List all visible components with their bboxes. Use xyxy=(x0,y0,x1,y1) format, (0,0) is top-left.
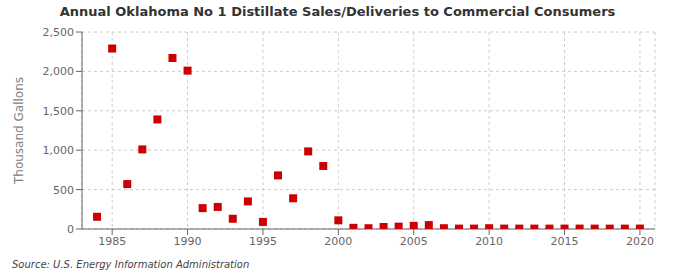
svg-text:2,500: 2,500 xyxy=(43,26,75,39)
svg-text:2015: 2015 xyxy=(551,235,579,248)
svg-text:Thousand Gallons: Thousand Gallons xyxy=(12,77,26,185)
svg-text:1,500: 1,500 xyxy=(43,105,75,118)
svg-text:1990: 1990 xyxy=(174,235,202,248)
svg-text:2000: 2000 xyxy=(324,235,352,248)
svg-text:2005: 2005 xyxy=(400,235,428,248)
html-text:Annual Oklahoma No 1 Distillat: Annual Oklahoma No 1 Distillate Sales/De… xyxy=(59,4,616,19)
svg-text:1,000: 1,000 xyxy=(43,144,75,157)
svg-text:1985: 1985 xyxy=(98,235,126,248)
html-text:Source: U.S. Energy Informatio: Source: U.S. Energy Information Administ… xyxy=(12,259,250,270)
svg-text:2010: 2010 xyxy=(475,235,503,248)
svg-text:0: 0 xyxy=(67,223,74,236)
svg-text:2,000: 2,000 xyxy=(43,65,75,78)
svg-text:2020: 2020 xyxy=(626,235,654,248)
svg-text:1995: 1995 xyxy=(249,235,277,248)
svg-text:500: 500 xyxy=(53,184,74,197)
